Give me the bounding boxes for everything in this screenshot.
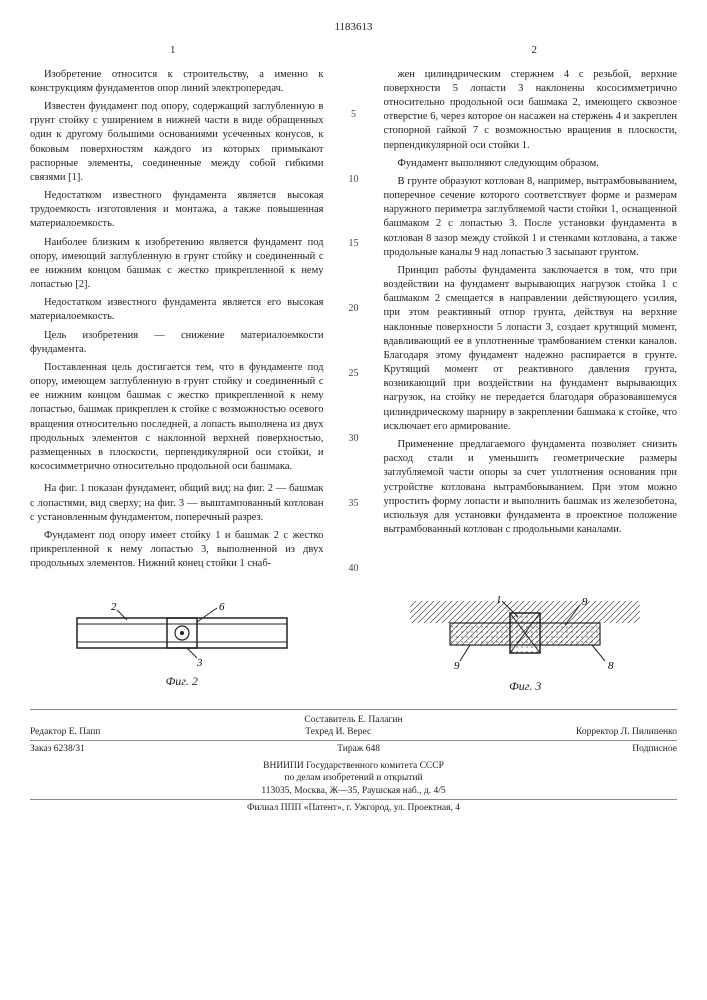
footer-org: ВНИИПИ Государственного комитета СССР по… [30,760,677,814]
figures-row: 2 6 3 Фиг. 2 1 [30,595,677,694]
right-column: жен цилиндрическим стержнем 4 с резьбой,… [384,68,678,576]
footer-corrector: Корректор Л. Пилипенко [576,726,677,739]
paragraph: Поставленная цель достигается тем, что в… [30,361,324,474]
line-marker: 15 [348,237,360,251]
footer-techred: Техред И. Верес [305,726,371,739]
fig3-svg: 1 9 9 8 [410,595,640,675]
footer-org1: ВНИИПИ Государственного комитета СССР [30,760,677,772]
footer-compiler: Составитель Е. Палагин [30,714,677,727]
footer-subscription: Подписное [632,743,677,756]
footer-editor: Редактор Е. Папп [30,726,100,739]
paragraph: Принцип работы фундамента заключается в … [384,264,678,434]
doc-number: 1183613 [30,20,677,35]
footer-tirage: Тираж 648 [337,743,380,756]
paragraph: Фундамент под опору имеет стойку 1 и баш… [30,529,324,572]
paragraph: Применение предлагаемого фундамента позв… [384,438,678,537]
fig2-label-6: 6 [219,601,225,613]
paragraph: Фундамент выполняют следующим образом. [384,157,678,171]
paragraph: жен цилиндрическим стержнем 4 с резьбой,… [384,68,678,153]
fig3-caption: Фиг. 3 [509,678,541,694]
footer: Составитель Е. Палагин Редактор Е. Папп … [30,709,677,815]
line-marker: 5 [348,108,360,122]
fig2-label-2: 2 [111,601,117,613]
paragraph: Известен фундамент под опору, содержащий… [30,100,324,185]
paragraph: Цель изобретения — снижение материалоемк… [30,329,324,357]
line-marker: 25 [348,367,360,381]
fig3-label-8: 8 [608,660,614,672]
left-column: Изобретение относится к строительству, а… [30,68,324,576]
line-marker: 20 [348,302,360,316]
fig2-caption: Фиг. 2 [166,673,198,689]
text-columns: Изобретение относится к строительству, а… [30,68,677,576]
fig2-label-3: 3 [196,657,203,669]
paragraph: Наиболее близким к изобретению является … [30,236,324,293]
line-marker: 35 [348,497,360,511]
fig3-label-9t: 9 [582,596,588,608]
footer-row-2: Заказ 6238/31 Тираж 648 Подписное [30,740,677,756]
footer-addr1: 113035, Москва, Ж—35, Раушская наб., д. … [30,785,677,797]
fig3-label-1: 1 [496,595,502,606]
fig2-svg: 2 6 3 [67,600,297,670]
figure-2: 2 6 3 Фиг. 2 [67,600,297,689]
line-marker: 10 [348,173,360,187]
paragraph: Недостатком известного фундамента являет… [30,189,324,232]
footer-addr2: Филиал ППП «Патент», г. Ужгород, ул. Про… [30,799,677,814]
footer-order: Заказ 6238/31 [30,743,85,756]
paragraph: Недостатком известного фундамента являет… [30,296,324,324]
figure-3: 1 9 9 8 Фиг. 3 [410,595,640,694]
paragraph: В грунте образуют котлован 8, например, … [384,175,678,260]
col-num-right: 2 [532,43,538,58]
footer-org2: по делам изобретений и открытий [30,772,677,784]
footer-row-1: Редактор Е. Папп Техред И. Верес Коррект… [30,726,677,739]
line-marker: 30 [348,432,360,446]
line-number-gutter: 5 10 15 20 25 30 35 40 [348,68,360,576]
line-marker: 40 [348,562,360,576]
fig3-label-9b: 9 [454,660,460,672]
paragraph: Изобретение относится к строительству, а… [30,68,324,96]
column-header: 1 2 [30,43,677,58]
paragraph: На фиг. 1 показан фундамент, общий вид; … [30,482,324,525]
col-num-left: 1 [170,43,176,58]
